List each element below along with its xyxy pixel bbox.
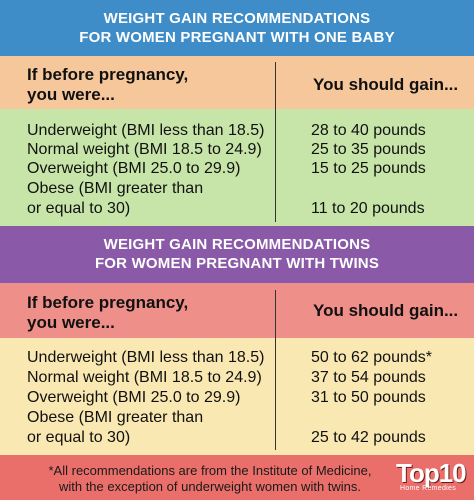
- section1-header: If before pregnancy, you were... You sho…: [0, 56, 474, 109]
- footer-banner: [0, 455, 474, 500]
- section2-row1-category: Underweight (BMI less than 18.5): [27, 349, 265, 366]
- section2-row2-category: Normal weight (BMI 18.5 to 24.9): [27, 369, 262, 386]
- section2-title-line1: WEIGHT GAIN RECOMMENDATIONS: [103, 236, 371, 253]
- footnote-line1: *All recommendations are from the Instit…: [48, 463, 372, 478]
- section1-row2-gain: 25 to 35 pounds: [311, 141, 426, 158]
- section1-row3-category: Overweight (BMI 25.0 to 29.9): [27, 160, 241, 177]
- logo-sub-text: Home Remedies: [400, 485, 457, 492]
- section2-table-body: Underweight (BMI less than 18.5) 50 to 6…: [0, 338, 474, 455]
- section2-column-divider: [275, 290, 276, 450]
- section2-title-banner: WEIGHT GAIN RECOMMENDATIONS FOR WOMEN PR…: [0, 226, 474, 283]
- section1-row4-gain: 11 to 20 pounds: [311, 200, 425, 217]
- section1-title-line1: WEIGHT GAIN RECOMMENDATIONS: [103, 10, 371, 27]
- section1-row4-category-line1: Obese (BMI greater than: [27, 180, 204, 197]
- section2-header-left: If before pregnancy, you were...: [27, 293, 188, 333]
- section1-column-divider: [275, 62, 276, 222]
- section1-row1-category: Underweight (BMI less than 18.5): [27, 122, 265, 139]
- section2-header-right: You should gain...: [313, 301, 459, 320]
- section2-header-left-line2: you were...: [27, 313, 115, 332]
- section1-row4-category-line2: or equal to 30): [27, 200, 131, 217]
- section2-row4-gain: 25 to 42 pounds: [311, 429, 426, 446]
- section1-title: WEIGHT GAIN RECOMMENDATIONS FOR WOMEN PR…: [0, 0, 474, 47]
- section2-row2-gain: 37 to 54 pounds: [311, 369, 426, 386]
- section2-title-line2: FOR WOMEN PREGNANT WITH TWINS: [94, 255, 380, 272]
- section2-title: WEIGHT GAIN RECOMMENDATIONS FOR WOMEN PR…: [0, 226, 474, 273]
- logo-main-text: Top10: [396, 458, 467, 488]
- footnote: *All recommendations are from the Instit…: [30, 463, 390, 495]
- section1-row3-gain: 15 to 25 pounds: [311, 160, 426, 177]
- section1-title-line2: FOR WOMEN PREGNANT WITH ONE BABY: [79, 29, 395, 46]
- section2-row3-category: Overweight (BMI 25.0 to 29.9): [27, 389, 241, 406]
- top10-logo: Top10 Home Remedies: [396, 458, 467, 496]
- section1-header-left-line2: you were...: [27, 85, 115, 104]
- section1-row2-category: Normal weight (BMI 18.5 to 24.9): [27, 141, 262, 158]
- footnote-line2: with the exception of underweight women …: [58, 479, 362, 494]
- section2-header: If before pregnancy, you were... You sho…: [0, 283, 474, 338]
- section2-row3-gain: 31 to 50 pounds: [311, 389, 426, 406]
- section2-row4-category-line1: Obese (BMI greater than: [27, 409, 204, 426]
- section1-header-left-line1: If before pregnancy,: [27, 65, 189, 84]
- section1-header-right: You should gain...: [313, 75, 459, 94]
- section2-row1-gain: 50 to 62 pounds*: [311, 349, 432, 366]
- section1-header-left: If before pregnancy, you were...: [27, 65, 188, 105]
- section2-row4-category-line2: or equal to 30): [27, 429, 131, 446]
- section2-header-left-line1: If before pregnancy,: [27, 293, 189, 312]
- section1-title-banner: WEIGHT GAIN RECOMMENDATIONS FOR WOMEN PR…: [0, 0, 474, 56]
- section1-table-body: Underweight (BMI less than 18.5) 28 to 4…: [0, 109, 474, 226]
- section1-row1-gain: 28 to 40 pounds: [311, 122, 426, 139]
